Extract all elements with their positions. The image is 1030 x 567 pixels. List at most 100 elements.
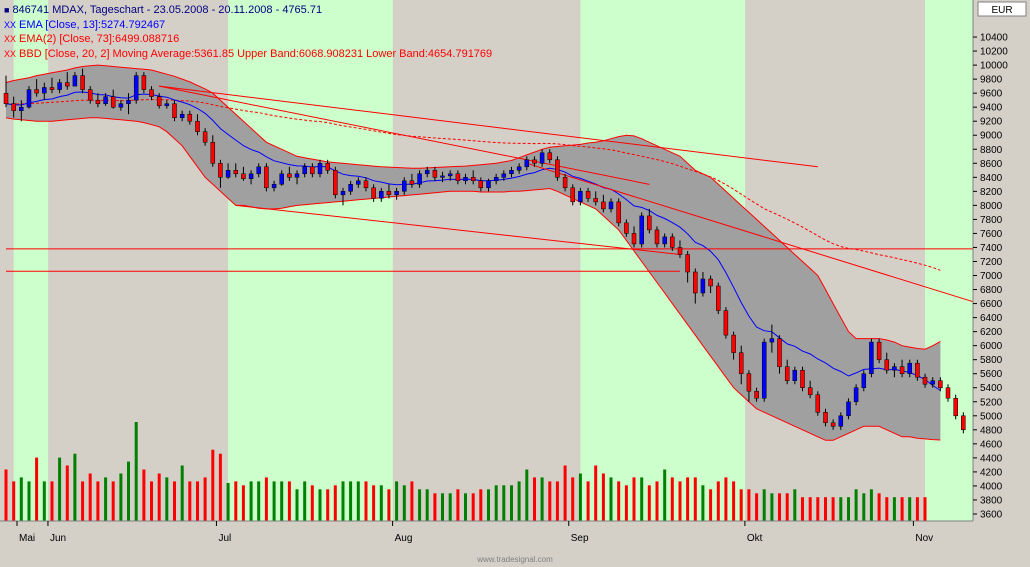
- chart-title: 846741 MDAX, Tageschart - 23.05.2008 - 2…: [12, 4, 323, 16]
- volume-bar: [808, 497, 812, 521]
- candle-body: [593, 198, 598, 203]
- candle-body: [233, 170, 239, 175]
- candle: [846, 398, 851, 420]
- candle: [256, 163, 261, 178]
- volume-bar: [318, 489, 322, 521]
- volume-bar: [264, 477, 268, 521]
- candle-body: [470, 177, 476, 182]
- candle: [677, 240, 683, 258]
- volume-bar: [555, 481, 559, 521]
- volume-bar: [923, 497, 927, 521]
- candle: [87, 86, 93, 104]
- volume-bar: [739, 489, 743, 521]
- candle-body: [26, 89, 32, 108]
- candle: [363, 177, 369, 192]
- y-tick-label: 9600: [980, 89, 1003, 100]
- candle-body: [42, 87, 47, 94]
- candle-body: [700, 278, 706, 294]
- candle-body: [172, 103, 177, 118]
- indicator-ema73[interactable]: XX EMA(2) [Close, 73]:6499.088716: [4, 32, 492, 47]
- candle-body: [417, 173, 422, 185]
- candle: [164, 100, 170, 109]
- volume-bar: [494, 485, 498, 521]
- y-tick-label: 7600: [980, 229, 1003, 240]
- candle-body: [509, 170, 514, 175]
- y-tick-label: 8200: [980, 187, 1003, 198]
- volume-bar: [35, 457, 39, 521]
- bollinger-upper-line: [5, 64, 941, 350]
- volume-bar: [65, 465, 69, 521]
- volume-bar: [448, 493, 452, 521]
- candle: [792, 366, 798, 385]
- candle: [524, 156, 530, 171]
- volume-bar: [96, 481, 100, 521]
- candle-body: [570, 187, 575, 203]
- y-tick-label: 7200: [980, 257, 1003, 268]
- candle: [501, 170, 507, 181]
- candle-body: [815, 394, 821, 413]
- candle: [440, 171, 445, 183]
- y-tick-label: 8800: [980, 145, 1003, 156]
- candle-body: [264, 166, 269, 189]
- candle: [371, 184, 376, 202]
- volume-bar: [701, 485, 705, 521]
- y-tick-label: 6600: [980, 299, 1003, 310]
- candle-body: [218, 163, 223, 178]
- volume-bar: [540, 477, 544, 521]
- candle: [156, 93, 162, 109]
- candle-body: [907, 362, 912, 374]
- month-zone-Nov: [925, 0, 973, 521]
- candle-body: [532, 159, 537, 164]
- candle-body: [279, 173, 284, 185]
- candle-body: [424, 170, 430, 175]
- candle-body: [478, 180, 484, 189]
- candle-body: [731, 334, 736, 353]
- currency-box: [977, 1, 1027, 17]
- candle: [11, 96, 16, 118]
- candle: [907, 359, 912, 378]
- candle-body: [486, 180, 491, 189]
- bollinger-band-area: [6, 65, 941, 441]
- candle: [647, 208, 652, 234]
- volume-bar: [303, 481, 307, 521]
- candle: [899, 359, 905, 378]
- indicator-bollinger[interactable]: XX BBD [Close, 20, 2] Moving Average:5361…: [4, 47, 492, 62]
- candle-body: [241, 173, 246, 179]
- candle: [149, 86, 154, 101]
- candle-body: [409, 180, 415, 185]
- y-tick-label: 8600: [980, 159, 1003, 170]
- candle: [578, 187, 583, 206]
- candle-body: [601, 201, 606, 210]
- candle-body: [662, 236, 667, 245]
- volume-bar: [517, 481, 521, 521]
- candle-body: [356, 180, 361, 185]
- cross-icon: XX: [4, 34, 17, 44]
- candle-body: [616, 201, 621, 224]
- candle-body: [777, 338, 782, 367]
- candle-body: [915, 362, 920, 378]
- candle-body: [738, 352, 744, 374]
- candle: [103, 93, 108, 106]
- volume-bar: [601, 473, 605, 521]
- indicator-ema13[interactable]: XX EMA [Close, 13]:5274.792467: [4, 18, 492, 33]
- candle: [463, 173, 468, 185]
- volume-bar: [732, 481, 736, 521]
- volume-bar: [150, 481, 153, 521]
- candle-body: [501, 173, 507, 178]
- candle-body: [677, 247, 683, 255]
- y-tick-label: 4000: [980, 481, 1003, 492]
- candle: [447, 170, 453, 181]
- volume-bar: [218, 453, 222, 521]
- volume-bar: [724, 477, 728, 521]
- candle-body: [333, 170, 338, 196]
- volume-bar: [402, 485, 406, 521]
- candle: [723, 307, 729, 339]
- candle: [876, 338, 882, 364]
- volume-bar: [410, 481, 414, 521]
- candle-body: [363, 180, 369, 189]
- volume-bar: [249, 481, 253, 521]
- candle-body: [34, 89, 39, 94]
- candle-body: [386, 191, 392, 196]
